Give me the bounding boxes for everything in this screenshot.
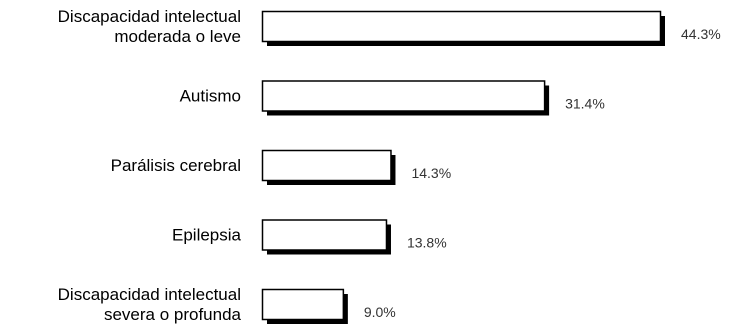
category-label: Parálisis cerebral — [111, 156, 241, 175]
bar — [261, 80, 546, 112]
category-label-line: Parálisis cerebral — [111, 156, 241, 175]
bar — [261, 219, 388, 251]
value-label: 14.3% — [411, 165, 451, 181]
category-label-line: Discapacidad intelectual — [58, 285, 241, 304]
value-labels: 44.3% 31.4% 14.3% 13.8% 9.0% — [364, 26, 721, 320]
value-label: 31.4% — [565, 96, 605, 112]
category-label-line: Discapacidad intelectual — [58, 7, 241, 26]
category-label: Discapacidad intelectual moderada o leve — [58, 7, 241, 46]
bars-group — [261, 10, 665, 324]
bar — [261, 10, 662, 43]
category-label-line: moderada o leve — [114, 27, 241, 46]
bar — [261, 288, 345, 321]
category-label: Discapacidad intelectual severa o profund… — [58, 285, 242, 324]
category-labels: Discapacidad intelectual moderada o leveA… — [58, 7, 242, 324]
value-label: 9.0% — [364, 304, 396, 320]
category-label-line: Epilepsia — [172, 226, 242, 245]
category-label: Autismo — [180, 87, 241, 106]
value-label: 44.3% — [681, 26, 721, 42]
bar — [261, 149, 392, 182]
value-label: 13.8% — [407, 235, 447, 251]
category-label-line: severa o profunda — [104, 305, 242, 324]
category-label: Epilepsia — [172, 226, 242, 245]
category-label-line: Autismo — [180, 87, 241, 106]
